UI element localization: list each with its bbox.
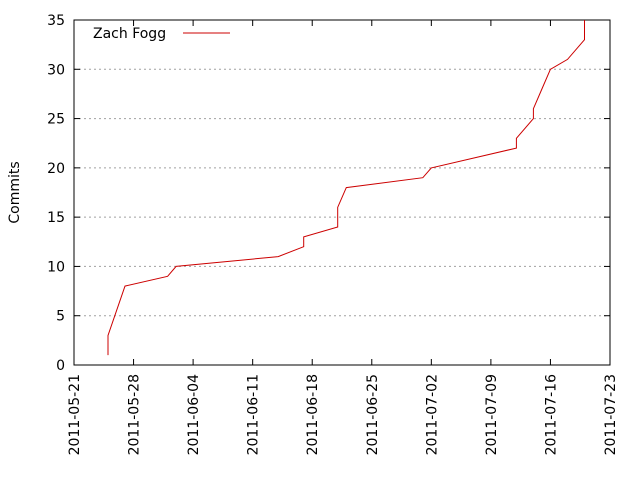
x-tick-label: 2011-05-28: [127, 374, 143, 455]
y-tick-label: 20: [47, 161, 65, 177]
grid-lines: [74, 68, 610, 317]
y-tick-label: 30: [47, 62, 65, 78]
series-line: [107, 20, 585, 356]
y-tick-label: 0: [56, 358, 65, 374]
legend-label: Zach Fogg: [93, 26, 166, 42]
x-tick-label: 2011-07-02: [424, 374, 440, 455]
y-tick-label: 15: [47, 210, 65, 226]
y-axis-label: Commits: [7, 161, 23, 223]
y-tick-label: 10: [47, 259, 65, 275]
x-tick-label: 2011-06-04: [186, 374, 202, 455]
x-tick-label: 2011-06-25: [365, 374, 381, 455]
x-axis-ticks: 2011-05-21 2011-05-28 2011-06-04 2011-06-11…: [67, 20, 619, 455]
y-tick-label: 25: [47, 112, 65, 128]
x-tick-label: 2011-07-23: [603, 374, 619, 455]
y-tick-label: 5: [56, 309, 65, 325]
x-tick-label: 2011-07-16: [543, 374, 559, 455]
plot-frame: [73, 19, 611, 366]
x-tick-label: 2011-05-21: [67, 374, 83, 455]
y-tick-label: 35: [47, 13, 65, 29]
x-tick-label: 2011-07-09: [484, 374, 500, 455]
series-layer: [107, 20, 585, 356]
x-tick-label: 2011-06-11: [246, 374, 262, 455]
plot-border: [73, 19, 611, 366]
y-axis-ticks: 0 5 10 15 20 25 30 35: [47, 13, 610, 374]
x-tick-label: 2011-06-18: [305, 374, 321, 455]
legend: Zach Fogg: [93, 26, 230, 42]
